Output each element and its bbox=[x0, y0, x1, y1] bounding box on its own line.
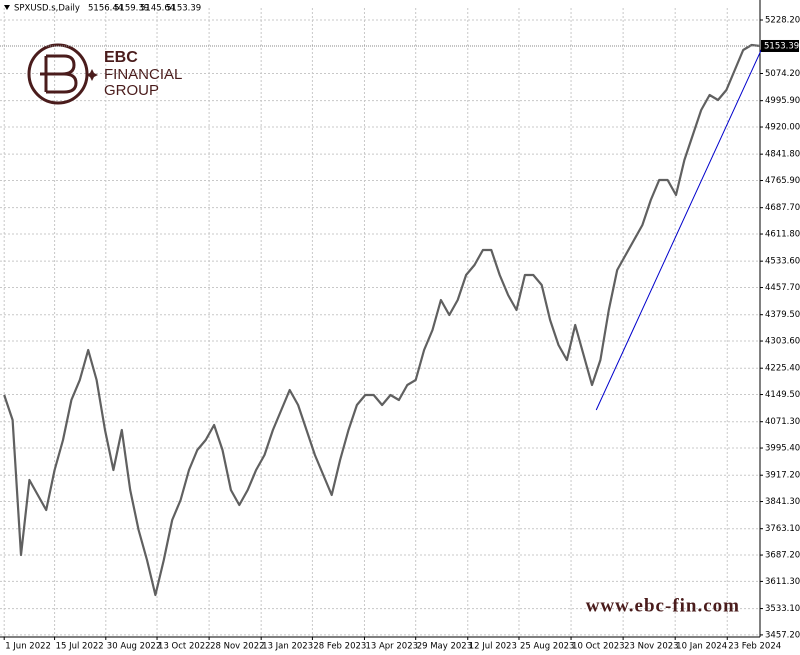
x-tick-label: 28 Nov 2022 bbox=[210, 642, 264, 652]
y-tick-label: 3687.20 bbox=[765, 551, 800, 561]
y-tick-label: 4995.90 bbox=[765, 96, 800, 106]
logo-name: EBC bbox=[104, 49, 138, 66]
y-tick-label: 3763.10 bbox=[765, 524, 800, 534]
last-price-box bbox=[761, 39, 799, 52]
header-high: 5159.39 bbox=[114, 4, 149, 14]
logo-mark bbox=[40, 54, 78, 94]
y-tick-label: 4225.40 bbox=[765, 364, 800, 374]
y-tick-label: 5074.20 bbox=[765, 69, 800, 79]
x-tick-label: 15 Jul 2022 bbox=[56, 642, 104, 652]
y-tick-label: 4920.00 bbox=[765, 123, 800, 133]
x-tick-label: 23 Feb 2024 bbox=[728, 642, 781, 652]
x-tick-label: 30 Aug 2022 bbox=[107, 642, 161, 652]
y-tick-label: 4765.90 bbox=[765, 176, 800, 186]
price-line bbox=[3, 43, 761, 597]
y-tick-label: 4841.80 bbox=[765, 150, 800, 160]
x-tick-label: 10 Oct 2023 bbox=[572, 642, 625, 652]
x-tick-label: 29 May 2023 bbox=[417, 642, 472, 652]
last-price-label: 5153.39 bbox=[764, 41, 799, 51]
y-tick-label: 4533.60 bbox=[765, 257, 800, 267]
header-low: 5145.64 bbox=[140, 4, 175, 14]
logo-star bbox=[86, 69, 98, 81]
x-tick-label: 13 Apr 2023 bbox=[365, 642, 418, 652]
y-tick-label: 4071.30 bbox=[765, 417, 800, 427]
symbol: SPXUSD.s,Daily bbox=[14, 4, 80, 14]
logo-ring bbox=[27, 43, 89, 105]
y-tick-label: 4611.80 bbox=[765, 230, 800, 240]
y-tick-label: 4149.50 bbox=[765, 390, 800, 400]
y-tick-label: 4687.70 bbox=[765, 203, 800, 213]
y-tick-label: 5228.20 bbox=[765, 16, 800, 26]
logo-line1: FINANCIAL bbox=[104, 66, 182, 83]
y-tick-label: 3533.10 bbox=[765, 604, 800, 614]
y-tick-label: 3611.30 bbox=[765, 577, 800, 587]
logo-line2: GROUP bbox=[104, 82, 159, 99]
logo: EBC FINANCIAL GROUP bbox=[27, 43, 182, 105]
grid-layer bbox=[0, 8, 760, 637]
x-tick-label: 13 Oct 2022 bbox=[158, 642, 211, 652]
x-tick-label: 23 Nov 2023 bbox=[624, 642, 678, 652]
y-tick-label: 3841.30 bbox=[765, 497, 800, 507]
y-tick-label: 3917.20 bbox=[765, 471, 800, 481]
x-tick-label: 1 Jun 2022 bbox=[5, 642, 51, 652]
x-tick-label: 28 Feb 2023 bbox=[313, 642, 366, 652]
x-tick-label: 12 Jul 2023 bbox=[469, 642, 517, 652]
y-tick-label: 4303.60 bbox=[765, 337, 800, 347]
y-tick-label: 4379.50 bbox=[765, 310, 800, 320]
x-tick-label: 10 Jan 2024 bbox=[676, 642, 727, 652]
header-arrow bbox=[4, 5, 10, 10]
y-tick-label: 3995.40 bbox=[765, 444, 800, 454]
y-tick-label: 4457.70 bbox=[765, 283, 800, 293]
header-close: 5153.39 bbox=[166, 4, 201, 14]
y-tick-label: 3457.20 bbox=[765, 630, 800, 640]
watermark: www.ebc-fin.com bbox=[586, 595, 740, 616]
trendline bbox=[595, 46, 763, 411]
header-open: 5156.44 bbox=[88, 4, 123, 14]
x-tick-label: 13 Jan 2023 bbox=[262, 642, 313, 652]
x-tick-label: 25 Aug 2023 bbox=[520, 642, 574, 652]
